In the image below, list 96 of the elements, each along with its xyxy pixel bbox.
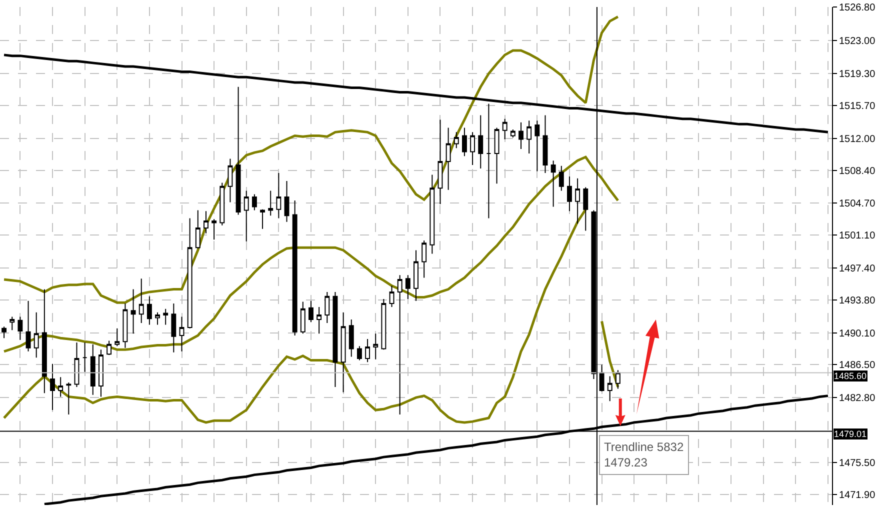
candlestick [26,300,31,352]
candlestick [518,122,524,150]
candlestick [179,316,184,352]
candlestick [381,298,386,350]
y-tick-label: 1471.90 [839,490,876,501]
candlestick [236,86,241,216]
candlestick [146,296,152,326]
candlestick [228,158,233,203]
candlestick [599,364,604,392]
y-tick-label: 1490.10 [839,328,876,340]
candlestick [74,342,80,388]
candlestick [478,114,484,170]
candlestick [220,182,225,226]
candlestick [340,312,346,393]
candlestick [292,200,298,336]
candlestick [187,218,192,329]
ref-line-label: 1479.01 [834,429,867,439]
candlestick [405,274,410,300]
candlestick [114,328,120,347]
candlestick [58,376,64,398]
candlestick [212,218,217,240]
candlestick [365,338,370,363]
candlestick [526,120,532,154]
y-tick-label: 1508.40 [839,166,876,177]
candlestick [348,318,354,358]
y-tick-label: 1482.80 [839,393,876,404]
candlestick [356,346,362,361]
candlestick [82,342,88,372]
candlestick [502,118,508,140]
candlestick [308,300,314,323]
candlestick [122,302,128,348]
y-tick-label: 1523.00 [839,36,876,48]
candlestick [583,186,588,232]
candlestick [138,278,144,324]
y-tick-label: 1519.30 [839,69,876,80]
line-series [2,16,620,304]
candlestick [422,240,427,278]
candlestick [607,376,612,402]
ref-line-label: 1485.60 [834,371,867,381]
candlestick [542,114,548,174]
candlestick [558,165,564,192]
candlestick [90,344,96,396]
candlestick [510,129,516,138]
candlestick [550,160,556,208]
candlestick [332,291,338,388]
candlestick [34,312,39,358]
y-tick-label: 1493.80 [839,295,876,306]
candlestick [268,190,274,216]
y-tick-label: 1515.70 [839,101,876,112]
candlestick [252,194,257,211]
candlestick [2,326,7,339]
candlestick [438,119,443,205]
y-tick-label: 1475.50 [839,458,876,469]
y-tick-label: 1501.10 [839,230,876,242]
annotation: Trendline 5832 1479.23 [604,440,684,470]
candlestick [494,127,500,184]
y-tick-label: 1504.70 [839,198,876,210]
candlestick [66,382,72,415]
candlestick [155,312,160,326]
candlestick [324,291,330,324]
candlestick [204,210,208,234]
y-tick-label: 1526.80 [839,2,876,14]
candlestick [446,127,451,190]
candlestick [98,349,104,398]
candlestick [575,178,580,224]
candlestick [615,370,620,390]
candlestick [373,333,378,360]
candlestick [42,288,47,394]
candlestick [195,210,200,249]
candlestick [389,285,394,308]
y-tick-label: 1512.00 [839,134,876,145]
candlestick [414,250,418,302]
candlestick [163,308,168,326]
candlestick [276,172,282,219]
y-tick-label: 1486.50 [839,360,876,372]
candlestick [300,301,306,334]
candlestick [470,132,476,166]
candlestick [171,302,176,353]
candlestick [244,190,249,242]
candlestick [567,176,572,212]
candlestick [130,288,136,334]
candlestick [430,174,435,254]
candlestick [106,340,112,356]
candlestick [284,180,290,222]
line-series [2,156,620,353]
candlestick [454,132,459,149]
y-tick-label: 1497.40 [839,263,876,274]
candlestick [397,274,402,415]
candlestick [50,363,55,411]
candlestick [462,127,467,157]
candlestick [486,103,492,219]
candlestick [534,120,540,172]
candlestick [316,306,322,334]
candlestick [18,316,23,340]
candlestick [10,316,15,331]
candlestick [260,208,265,230]
